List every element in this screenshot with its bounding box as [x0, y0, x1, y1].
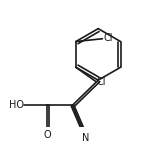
Text: Cl: Cl	[104, 33, 113, 43]
Text: Cl: Cl	[97, 77, 106, 87]
Text: N: N	[82, 133, 89, 141]
Text: HO: HO	[9, 100, 24, 110]
Text: O: O	[44, 130, 52, 139]
